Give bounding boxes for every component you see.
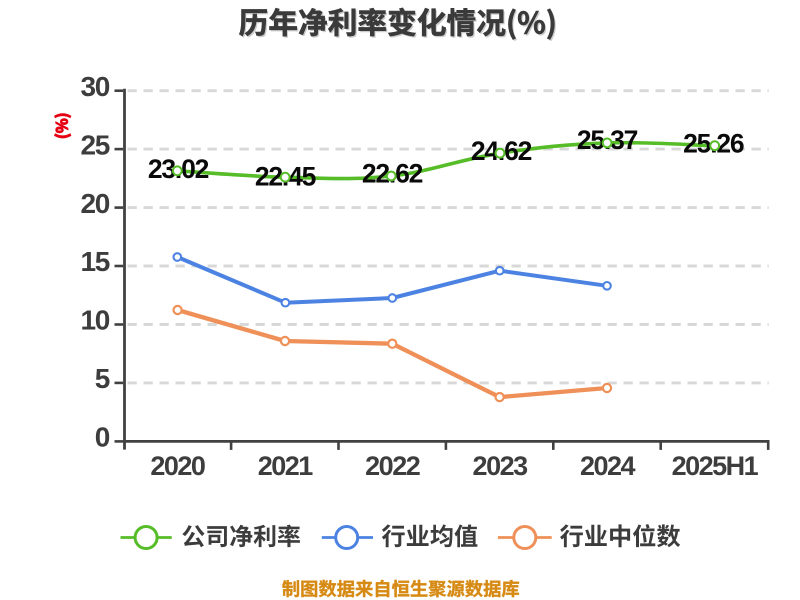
svg-text:2022: 2022 [365, 451, 420, 481]
svg-text:0: 0 [95, 422, 110, 453]
svg-text:2023: 2023 [473, 451, 529, 481]
svg-text:20: 20 [81, 188, 110, 219]
svg-text:25: 25 [81, 129, 110, 160]
svg-text:2025H1: 2025H1 [672, 451, 759, 481]
svg-text:15: 15 [81, 246, 110, 277]
svg-text:30: 30 [81, 71, 110, 102]
svg-text:2020: 2020 [150, 451, 205, 481]
svg-text:10: 10 [81, 305, 110, 336]
svg-text:2021: 2021 [258, 451, 314, 481]
svg-text:2024: 2024 [580, 451, 636, 481]
svg-text:5: 5 [95, 363, 110, 394]
